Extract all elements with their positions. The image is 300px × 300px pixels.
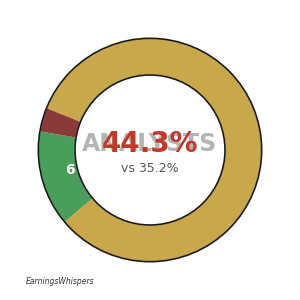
Text: 44.3%: 44.3% [102,130,198,158]
Wedge shape [47,39,261,261]
Text: 1: 1 [212,123,221,137]
Wedge shape [40,108,80,137]
Text: EarningsWhispers: EarningsWhispers [26,277,94,286]
Text: ANALYSTS: ANALYSTS [82,132,218,156]
Wedge shape [39,131,92,221]
Text: 6: 6 [65,163,75,177]
Text: vs 35.2%: vs 35.2% [121,162,179,176]
